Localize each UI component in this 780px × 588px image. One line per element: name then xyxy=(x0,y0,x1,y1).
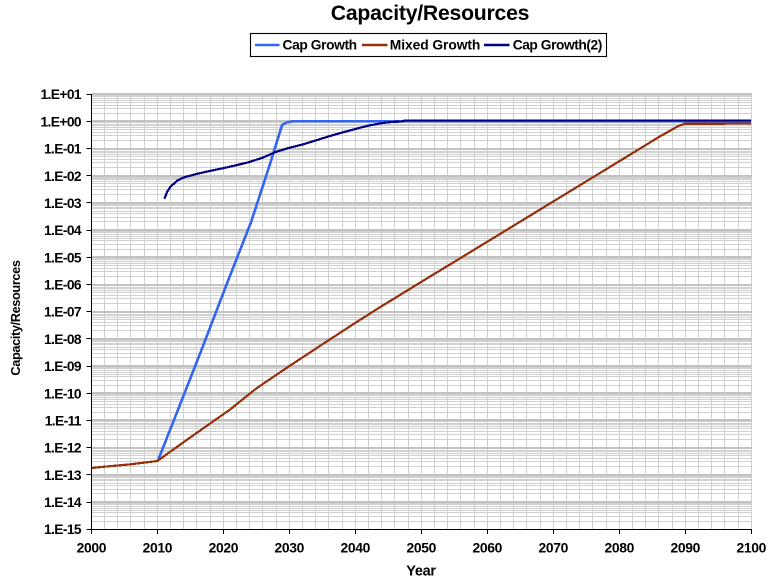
svg-text:1.E+00: 1.E+00 xyxy=(40,114,81,129)
svg-text:1.E-10: 1.E-10 xyxy=(44,386,82,401)
svg-text:2000: 2000 xyxy=(77,540,107,556)
svg-text:1.E-09: 1.E-09 xyxy=(44,359,82,374)
svg-text:1.E-07: 1.E-07 xyxy=(44,305,82,320)
svg-text:1.E-08: 1.E-08 xyxy=(44,332,82,347)
svg-text:1.E-02: 1.E-02 xyxy=(44,169,82,184)
svg-text:1.E-15: 1.E-15 xyxy=(44,522,82,537)
svg-text:2040: 2040 xyxy=(341,540,371,556)
svg-text:1.E-06: 1.E-06 xyxy=(44,278,82,293)
svg-text:Cap Growth(2): Cap Growth(2) xyxy=(513,38,602,53)
svg-text:2090: 2090 xyxy=(670,540,700,556)
svg-text:2100: 2100 xyxy=(736,540,766,556)
svg-text:Cap Growth: Cap Growth xyxy=(283,38,357,53)
svg-text:1.E-01: 1.E-01 xyxy=(44,142,82,157)
svg-text:2060: 2060 xyxy=(473,540,503,556)
svg-text:Year: Year xyxy=(406,563,436,579)
svg-text:Capacity/Resources: Capacity/Resources xyxy=(331,2,529,25)
svg-text:2030: 2030 xyxy=(275,540,305,556)
svg-text:2080: 2080 xyxy=(604,540,634,556)
svg-text:1.E-12: 1.E-12 xyxy=(44,441,82,456)
svg-text:1.E-04: 1.E-04 xyxy=(44,223,82,238)
svg-text:1.E-13: 1.E-13 xyxy=(44,468,82,483)
svg-text:1.E-11: 1.E-11 xyxy=(45,414,82,429)
svg-text:2020: 2020 xyxy=(209,540,239,556)
svg-text:2050: 2050 xyxy=(407,540,437,556)
svg-text:1.E-14: 1.E-14 xyxy=(44,495,82,510)
svg-text:1.E-05: 1.E-05 xyxy=(44,250,82,265)
svg-text:1.E+01: 1.E+01 xyxy=(40,87,81,102)
svg-text:2010: 2010 xyxy=(143,540,173,556)
svg-text:2070: 2070 xyxy=(539,540,569,556)
svg-text:1.E-03: 1.E-03 xyxy=(44,196,82,211)
svg-text:Mixed Growth: Mixed Growth xyxy=(390,38,481,53)
svg-text:Capacity/Resources: Capacity/Resources xyxy=(8,260,23,375)
